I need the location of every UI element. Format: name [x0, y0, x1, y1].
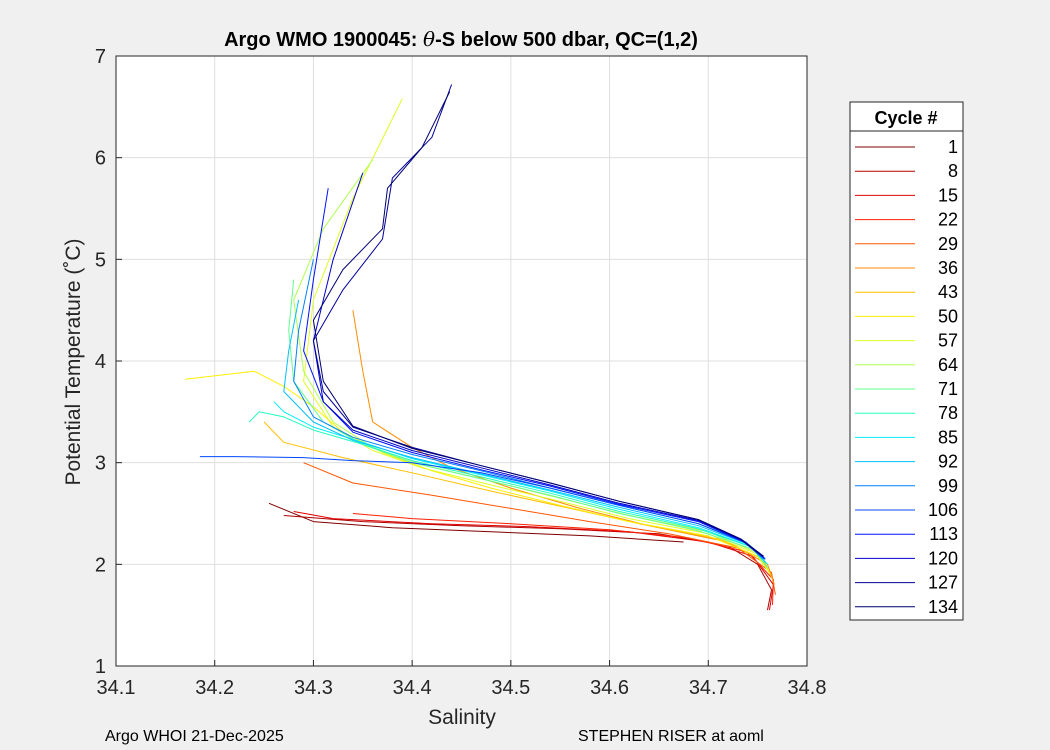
- chart-title-suffix: -S below 500 dbar, QC=(1,2): [435, 29, 698, 51]
- series-line-cycle-22: [352, 513, 774, 606]
- series-line-cycle-8: [283, 515, 772, 611]
- x-tick-label: 34.1: [97, 677, 136, 699]
- legend-label: 113: [929, 524, 958, 544]
- legend-label: 36: [938, 258, 958, 278]
- legend-label: 22: [938, 210, 958, 230]
- series-line-cycle-85: [273, 401, 768, 565]
- series-line-cycle-113: [303, 188, 765, 559]
- chart-title-prefix: Argo WMO 1900045:: [224, 29, 423, 51]
- series-line-cycle-1: [268, 502, 684, 543]
- legend: Cycle # 18152229364350576471788592991061…: [849, 101, 964, 621]
- y-tick-label: 4: [95, 351, 106, 373]
- legend-label: 106: [928, 500, 958, 520]
- series-line-cycle-71: [288, 279, 768, 568]
- x-tick-label: 34.3: [294, 677, 333, 699]
- legend-label: 57: [938, 331, 958, 351]
- footer-right: STEPHEN RISER at aoml: [578, 728, 764, 745]
- legend-label: 134: [928, 597, 958, 617]
- y-tick-label: 2: [95, 554, 106, 576]
- y-tick-label: 3: [95, 453, 106, 475]
- legend-label: 8: [948, 161, 958, 181]
- legend-label: 64: [938, 355, 958, 375]
- x-axis-label: Salinity: [428, 706, 496, 729]
- y-axis-label: Potential Temperature (˚C): [62, 238, 85, 485]
- legend-label: 99: [938, 476, 958, 496]
- legend-label: 78: [938, 403, 958, 423]
- legend-label: 92: [938, 452, 958, 472]
- x-tick-label: 34.2: [195, 677, 234, 699]
- x-tick-label: 34.8: [788, 677, 827, 699]
- y-tick-label: 5: [95, 249, 106, 271]
- legend-title: Cycle #: [874, 108, 937, 128]
- series-line-cycle-120: [312, 172, 764, 558]
- series-line-cycle-50: [185, 370, 771, 575]
- footer-left: Argo WHOI 21-Dec-2025: [105, 728, 284, 745]
- legend-label: 43: [938, 282, 958, 302]
- chart-title: Argo WMO 1900045: θ-S below 500 dbar, QC…: [224, 27, 698, 51]
- legend-box: [849, 101, 964, 621]
- data-series: [185, 84, 776, 611]
- x-tick-label: 34.5: [491, 677, 530, 699]
- legend-label: 85: [938, 427, 958, 447]
- y-tick-label: 6: [95, 148, 106, 170]
- chart-title-theta: θ: [423, 27, 435, 51]
- legend-label: 71: [938, 379, 958, 399]
- legend-label: 120: [928, 548, 958, 568]
- legend-label: 1: [948, 137, 958, 157]
- x-tick-label: 34.6: [590, 677, 629, 699]
- legend-label: 15: [938, 185, 958, 205]
- x-tick-label: 34.7: [689, 677, 728, 699]
- legend-entries: 1 8 15 22 29 36 43 50 57 64 71 78 85 92 99 106 113 120 127…: [855, 137, 958, 617]
- series-line-cycle-134: [312, 91, 763, 557]
- y-tick-label: 7: [95, 46, 106, 68]
- legend-label: 29: [938, 234, 958, 254]
- series-line-cycle-92: [283, 299, 766, 563]
- x-tick-label: 34.4: [393, 677, 432, 699]
- series-line-cycle-78: [248, 411, 768, 565]
- series-line-cycle-29: [303, 462, 776, 595]
- legend-label: 127: [928, 573, 958, 593]
- axis-ticks: 34.1 34.2 34.3 34.4 34.5 34.6 34.7 34.8 1 2 3 4 5 6 7: [95, 46, 827, 699]
- series-line-cycle-106: [199, 456, 765, 560]
- y-tick-label: 1: [95, 656, 106, 678]
- legend-label: 50: [938, 306, 958, 326]
